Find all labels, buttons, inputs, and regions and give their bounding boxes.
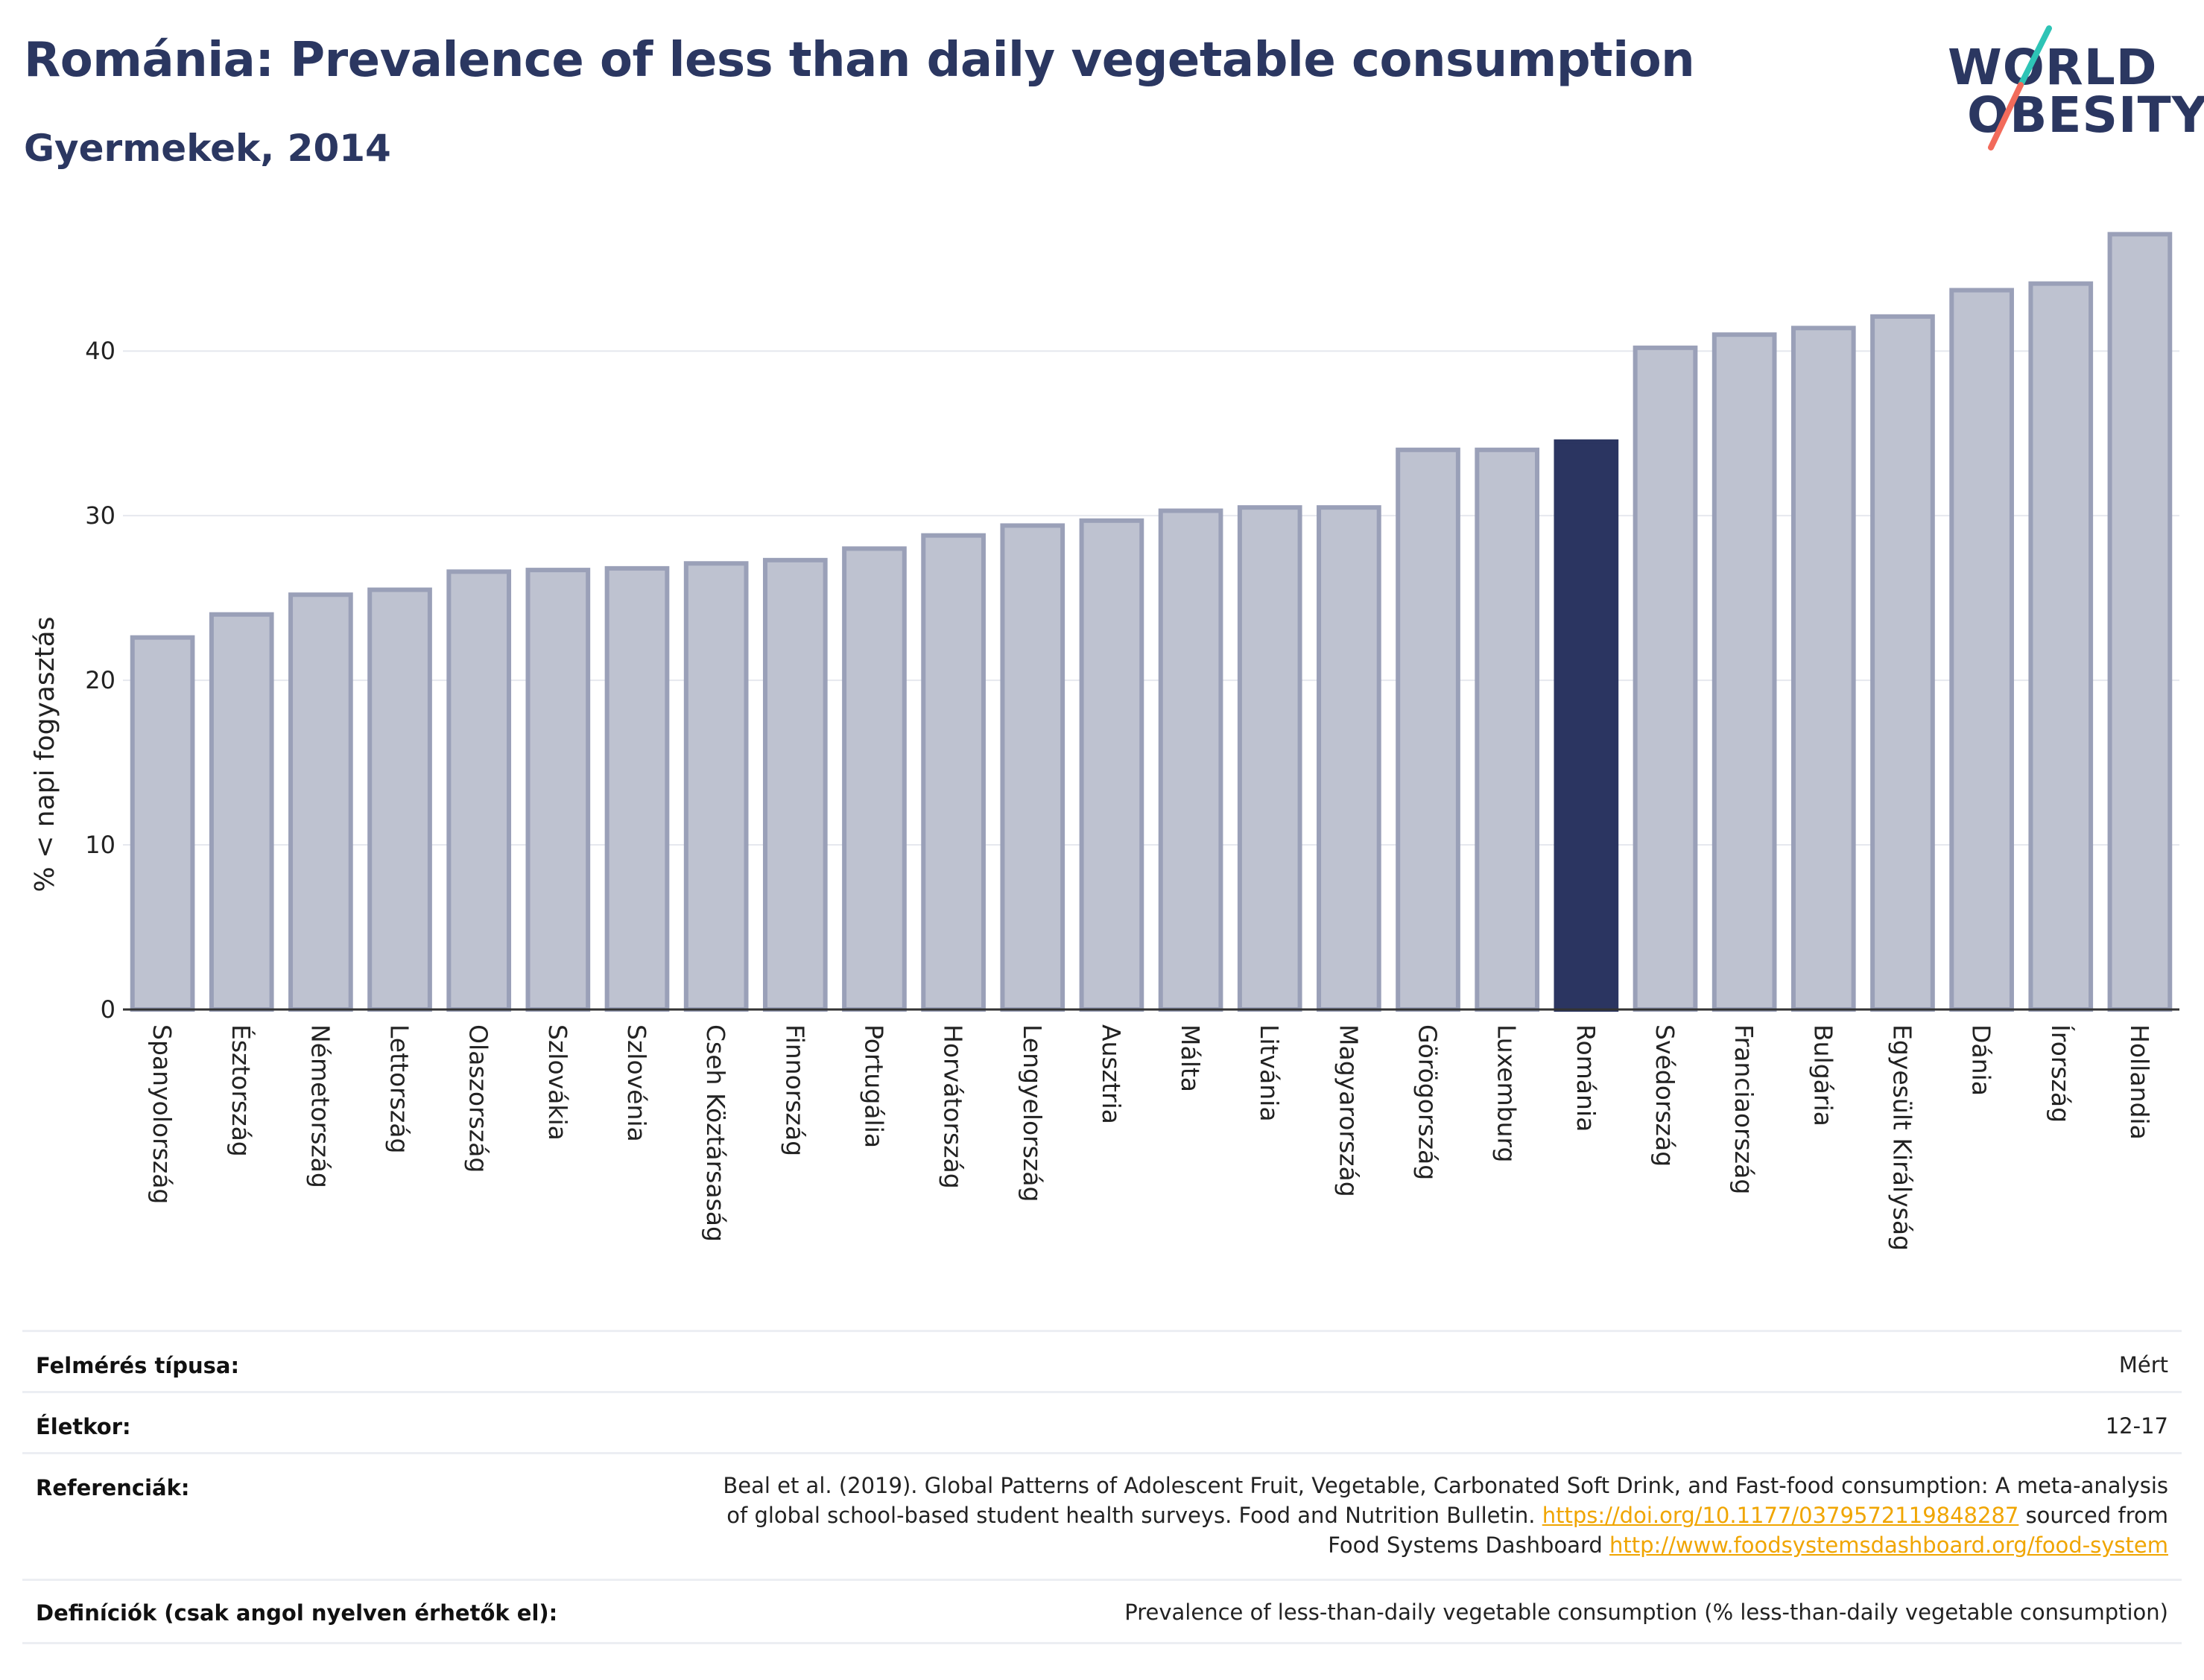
bar bbox=[209, 612, 274, 1012]
x-tick-label: Írország bbox=[2046, 1024, 2076, 1123]
bar bbox=[130, 635, 195, 1012]
x-tick-label: Bulgária bbox=[1808, 1024, 1837, 1126]
bar bbox=[842, 546, 907, 1012]
x-tick-label: Egyesült Királyság bbox=[1887, 1024, 1916, 1251]
bar bbox=[1396, 447, 1460, 1012]
page-title: Románia: Prevalence of less than daily v… bbox=[24, 33, 1695, 88]
y-tick-label: 40 bbox=[85, 337, 115, 365]
bar bbox=[1158, 508, 1223, 1012]
bar bbox=[2028, 281, 2094, 1012]
world-obesity-logo: WORLD OBESITY bbox=[1937, 22, 2204, 156]
references-line-3a: Food Systems Dashboard bbox=[1328, 1532, 1610, 1558]
references-line-2b: sourced from bbox=[2018, 1503, 2168, 1528]
page-subtitle: Gyermekek, 2014 bbox=[24, 127, 391, 170]
meta-row-definitions: Definíciók (csak angol nyelven érhetők e… bbox=[22, 1579, 2182, 1644]
x-tick-label: Lengyelország bbox=[1018, 1024, 1047, 1202]
bar-chart: 0 10 20 30 40 % < napi fogyasztás Spanyolorszá… bbox=[30, 232, 2179, 1251]
x-tick-label: Lettország bbox=[385, 1024, 414, 1153]
bar bbox=[446, 569, 512, 1012]
bar bbox=[1000, 523, 1065, 1012]
x-tick-label: Svédország bbox=[1650, 1024, 1679, 1167]
x-tick-label: Franciaország bbox=[1729, 1024, 1758, 1194]
bar bbox=[1554, 439, 1619, 1012]
bar bbox=[921, 533, 986, 1012]
x-tick-label: Ausztria bbox=[1097, 1024, 1126, 1124]
bar bbox=[1949, 288, 2014, 1012]
bar bbox=[1711, 332, 1777, 1012]
survey-label: Felmérés típusa: bbox=[36, 1353, 240, 1378]
x-tick-label: Olaszország bbox=[464, 1024, 493, 1173]
x-tick-label: Románia bbox=[1571, 1024, 1600, 1132]
meta-row-age: Életkor: 12-17 bbox=[22, 1391, 2182, 1453]
definitions-label: Definíciók (csak angol nyelven érhetők e… bbox=[36, 1600, 558, 1626]
x-tick-label: Cseh Köztársaság bbox=[701, 1024, 730, 1242]
bar bbox=[604, 565, 670, 1012]
y-tick-label: 0 bbox=[101, 995, 115, 1024]
bar bbox=[367, 587, 432, 1012]
bar bbox=[1790, 326, 1856, 1012]
y-axis-title: % < napi fogyasztás bbox=[30, 617, 60, 893]
meta-row-references: Referenciák: Beal et al. (2019). Global … bbox=[22, 1452, 2182, 1579]
y-tick-label: 10 bbox=[85, 831, 115, 859]
logo-slash-icon bbox=[1988, 25, 2052, 150]
x-tick-label: Litvánia bbox=[1255, 1024, 1284, 1122]
x-tick-label: Dánia bbox=[1967, 1024, 1996, 1096]
references-line-2: of global school-based student health su… bbox=[723, 1500, 2168, 1530]
y-tick-label: 20 bbox=[85, 666, 115, 694]
bar bbox=[762, 557, 828, 1012]
bar bbox=[1237, 505, 1302, 1012]
x-tick-label: Szlovákia bbox=[543, 1024, 572, 1141]
x-tick-label: Spanyolország bbox=[148, 1024, 177, 1204]
x-tick-label: Görögország bbox=[1413, 1024, 1443, 1180]
bar bbox=[1317, 505, 1381, 1012]
x-tick-label: Finnország bbox=[780, 1024, 809, 1156]
x-tick-label: Hollandia bbox=[2125, 1024, 2154, 1140]
x-tick-label: Németország bbox=[305, 1024, 335, 1188]
x-tick-label: Horvátország bbox=[939, 1024, 968, 1189]
meta-row-survey: Felmérés típusa: Mért bbox=[22, 1330, 2182, 1392]
y-tick-label: 30 bbox=[85, 501, 115, 530]
bar bbox=[525, 568, 591, 1012]
x-tick-label: Szlovénia bbox=[622, 1024, 651, 1142]
x-tick-label: Észtország bbox=[227, 1024, 256, 1157]
age-value: 12-17 bbox=[2105, 1413, 2168, 1439]
references-label: Referenciák: bbox=[36, 1475, 190, 1500]
x-tick-label: Portugália bbox=[859, 1024, 888, 1148]
bar bbox=[683, 561, 749, 1012]
x-tick-label: Málta bbox=[1176, 1024, 1205, 1092]
references-line-3: Food Systems Dashboard http://www.foodsy… bbox=[723, 1530, 2168, 1560]
survey-value: Mért bbox=[2118, 1352, 2168, 1378]
bar bbox=[1475, 447, 1540, 1012]
bar bbox=[288, 592, 353, 1012]
bar bbox=[1079, 518, 1144, 1012]
dashboard-link[interactable]: http://www.foodsystemsdashboard.org/food… bbox=[1609, 1532, 2168, 1558]
bar bbox=[1633, 345, 1698, 1012]
references-line-1: Beal et al. (2019). Global Patterns of A… bbox=[723, 1473, 2168, 1498]
logo-word-1: WORLD bbox=[1948, 39, 2158, 96]
doi-link[interactable]: https://doi.org/10.1177/0379572119848287 bbox=[1542, 1503, 2019, 1528]
references-line-2a: of global school-based student health su… bbox=[726, 1503, 1542, 1528]
age-label: Életkor: bbox=[36, 1414, 131, 1439]
bar bbox=[1870, 314, 1935, 1012]
x-tick-label: Luxemburg bbox=[1492, 1024, 1521, 1162]
x-tick-label: Magyarország bbox=[1334, 1024, 1363, 1197]
bar bbox=[2107, 232, 2173, 1012]
definitions-value: Prevalence of less-than-daily vegetable … bbox=[1124, 1600, 2168, 1625]
references-text: Beal et al. (2019). Global Patterns of A… bbox=[723, 1471, 2168, 1560]
